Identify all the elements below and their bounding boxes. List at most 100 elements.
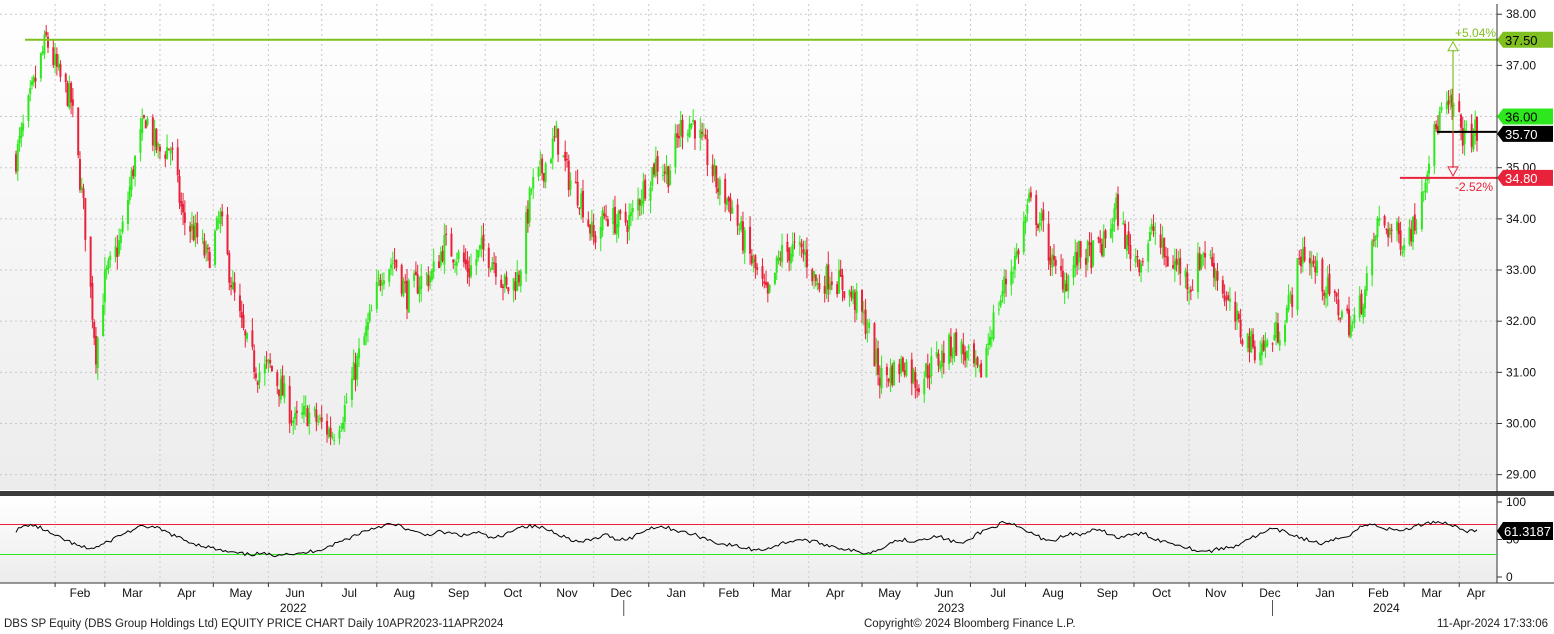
candle-body xyxy=(102,304,105,337)
candle-body xyxy=(190,223,193,230)
candle-body xyxy=(1312,260,1315,264)
candle-body xyxy=(1445,102,1448,110)
candle-body xyxy=(581,190,584,218)
candle-body xyxy=(949,336,952,357)
candle-body xyxy=(379,279,382,286)
candle-body xyxy=(717,188,720,193)
candle-body xyxy=(84,197,87,240)
candle-body xyxy=(1314,266,1317,273)
candle-body xyxy=(898,363,901,374)
candle-body xyxy=(731,207,734,214)
price-tick-label: 38.00 xyxy=(1506,7,1536,21)
candle-body xyxy=(418,286,421,295)
candle-body xyxy=(960,341,963,355)
candle-body xyxy=(242,314,245,328)
candle-body xyxy=(176,147,179,176)
candle-body xyxy=(1303,246,1306,261)
candle-body xyxy=(96,337,99,369)
candle-body xyxy=(66,82,69,106)
candle-body xyxy=(141,118,144,134)
candle-body xyxy=(288,385,291,424)
indicator-tick-label: 0 xyxy=(1506,570,1513,584)
candle-body xyxy=(400,264,403,294)
candle-body xyxy=(537,166,540,177)
candle-body xyxy=(877,348,880,375)
candle-body xyxy=(1362,306,1365,318)
candle-body xyxy=(1284,324,1287,343)
candle-body xyxy=(377,277,380,279)
price-panel-bg xyxy=(0,0,1497,490)
chart-canvas: 29.0030.0031.0032.0033.0034.0035.0036.00… xyxy=(0,0,1554,616)
candle-body xyxy=(544,163,547,183)
candle-body xyxy=(477,250,480,259)
candle-body xyxy=(1035,195,1038,226)
candle-body xyxy=(94,335,97,365)
last-price-label: 35.70 xyxy=(1505,127,1538,142)
price-tick-label: 31.00 xyxy=(1506,365,1536,379)
candle-body xyxy=(22,123,25,131)
candle-body xyxy=(853,292,856,311)
candle-body xyxy=(1353,314,1356,323)
candle-body xyxy=(1371,240,1374,276)
candle-body xyxy=(1378,218,1381,222)
candle-body xyxy=(391,263,394,265)
candle-body xyxy=(1349,324,1352,337)
candle-body xyxy=(926,365,929,379)
month-label: Apr xyxy=(177,586,196,600)
candle-body xyxy=(1339,317,1342,320)
candle-body xyxy=(1241,340,1244,345)
candle-body xyxy=(1376,218,1379,238)
candle-body xyxy=(331,436,334,439)
candle-body xyxy=(1152,226,1155,232)
price-tick-label: 34.00 xyxy=(1506,212,1536,226)
candle-body xyxy=(962,344,965,355)
month-label: Sep xyxy=(448,586,470,600)
candle-body xyxy=(254,373,257,379)
year-label: 2024 xyxy=(1373,601,1400,615)
candle-body xyxy=(1458,101,1461,112)
candle-body xyxy=(1175,258,1178,265)
high-price-label: 37.50 xyxy=(1505,33,1538,48)
candle-body xyxy=(1340,311,1343,318)
candle-body xyxy=(1310,261,1313,267)
candle-body xyxy=(651,167,654,187)
candle-body xyxy=(1092,240,1095,266)
candle-body xyxy=(1001,291,1004,297)
candle-body xyxy=(114,246,117,257)
candle-body xyxy=(791,243,794,257)
candle-body xyxy=(1204,253,1207,258)
candle-body xyxy=(269,359,272,364)
candle-body xyxy=(267,359,270,364)
candle-body xyxy=(562,155,565,157)
candle-body xyxy=(439,252,442,266)
candle-body xyxy=(903,370,906,376)
candle-body xyxy=(688,124,691,138)
candle-body xyxy=(294,413,297,419)
up-percent-annotation: +5.04% xyxy=(1455,26,1496,40)
candle-body xyxy=(1410,229,1413,242)
candle-body xyxy=(121,221,124,232)
month-label: Nov xyxy=(1205,586,1226,600)
candle-body xyxy=(1228,298,1231,302)
candle-body xyxy=(205,244,208,253)
candle-body xyxy=(480,237,483,249)
up-arrow-head xyxy=(1447,40,1459,52)
candle-body xyxy=(1223,295,1226,302)
candle-body xyxy=(901,357,904,371)
candle-body xyxy=(631,208,634,213)
candle-body xyxy=(78,159,81,190)
candle-body xyxy=(430,270,433,280)
candle-body xyxy=(263,363,266,374)
candle-body xyxy=(416,274,419,294)
candle-body xyxy=(1013,255,1016,270)
candle-body xyxy=(1177,259,1180,266)
candle-body xyxy=(905,361,908,376)
candle-body xyxy=(526,208,529,224)
candle-body xyxy=(1401,251,1404,254)
candle-body xyxy=(738,229,741,231)
candle-body xyxy=(1079,241,1082,258)
candle-body xyxy=(555,125,558,138)
candle-body xyxy=(350,378,353,400)
candle-body xyxy=(530,189,533,191)
candle-body xyxy=(985,347,988,378)
